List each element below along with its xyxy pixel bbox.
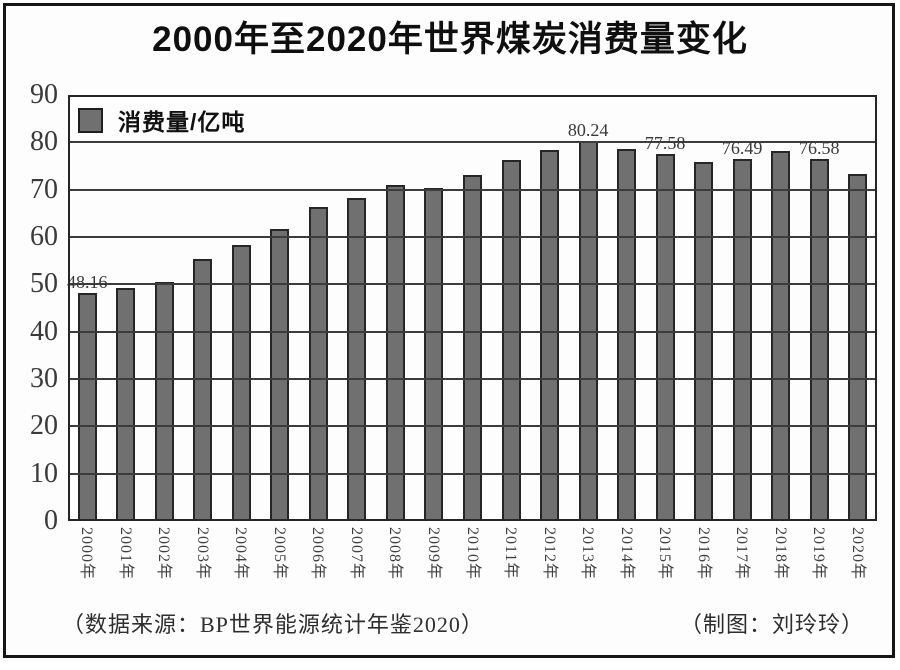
x-tick-label-2013年: 2013年: [579, 527, 597, 581]
bar-2001年: [116, 287, 136, 521]
bar-2002年: [154, 282, 174, 521]
y-tick-label-50: 50: [30, 268, 58, 300]
x-tick-label-2001年: 2001年: [116, 527, 134, 581]
y-tick-label-20: 20: [30, 410, 58, 442]
plot-area: 消费量/亿吨 48.16 80.24 77.58 76.49 76.58: [67, 95, 877, 521]
gridline-60: [68, 236, 877, 238]
bar-2017年: [732, 158, 752, 521]
x-tick-label-2017年: 2017年: [733, 527, 751, 581]
x-tick-label-2006年: 2006年: [309, 527, 327, 581]
x-tick-label-2000年: 2000年: [78, 527, 96, 581]
y-tick-label-30: 30: [30, 363, 58, 394]
bar-2006年: [308, 207, 328, 521]
gridline-80: [68, 141, 877, 144]
x-tick-label-2004年: 2004年: [232, 527, 250, 581]
bar-value-label-2017年: 76.49: [721, 137, 763, 158]
y-tick-label-70: 70: [30, 173, 58, 205]
bar-2019年: [809, 158, 829, 521]
bar-value-label-2015年: 77.58: [644, 132, 686, 153]
x-tick-label-2003年: 2003年: [193, 527, 211, 581]
y-tick-label-0: 0: [44, 505, 58, 536]
gridline-30: [68, 378, 877, 380]
legend: 消费量/亿吨: [78, 103, 245, 137]
x-tick-label-2011年: 2011年: [502, 527, 520, 580]
x-tick-label-2012年: 2012年: [540, 527, 558, 581]
bar-2005年: [270, 229, 290, 521]
bar-2008年: [385, 184, 405, 521]
bar-value-label-2000年: 48.16: [67, 272, 108, 293]
bar-2007年: [347, 198, 367, 521]
y-tick-label-10: 10: [30, 457, 58, 489]
y-tick-label-40: 40: [30, 315, 58, 347]
bar-2015年: [655, 153, 675, 521]
x-tick-label-2009年: 2009年: [424, 527, 442, 581]
bar-2014年: [617, 149, 637, 521]
x-tick-label-2007年: 2007年: [347, 527, 365, 581]
source-note: （数据来源：BP世界能源统计年鉴2020）: [62, 612, 484, 637]
gridline-50: [68, 283, 877, 286]
bar-2004年: [231, 244, 251, 521]
bar-2003年: [193, 258, 213, 521]
x-tick-label-2005年: 2005年: [270, 527, 288, 581]
gridline-40: [68, 330, 877, 333]
gridline-20: [68, 425, 877, 428]
bar-2010年: [463, 174, 482, 521]
bar-2016年: [694, 161, 714, 521]
x-tick-label-2020年: 2020年: [848, 527, 866, 581]
y-tick-label-60: 60: [30, 221, 58, 252]
credit-note: （制图：刘玲玲）: [679, 612, 864, 637]
bar-2018年: [771, 151, 791, 521]
bar-2012年: [540, 150, 560, 521]
x-tick-label-2018年: 2018年: [771, 527, 789, 581]
bar-2020年: [848, 173, 868, 521]
x-tick-label-2016年: 2016年: [694, 527, 712, 581]
legend-swatch-icon: [78, 107, 103, 133]
legend-label: 消费量/亿吨: [118, 109, 246, 135]
x-tick-label-2010年: 2010年: [463, 527, 481, 581]
bar-2000年: [77, 293, 97, 521]
gridline-70: [68, 188, 877, 191]
gridline-10: [68, 472, 877, 475]
x-tick-label-2002年: 2002年: [155, 527, 173, 581]
bar-value-label-2019年: 76.58: [798, 137, 840, 158]
x-tick-label-2014年: 2014年: [617, 527, 635, 581]
x-tick-label-2019年: 2019年: [810, 527, 828, 581]
x-tick-label-2008年: 2008年: [386, 527, 404, 581]
bar-value-label-2013年: 80.24: [567, 120, 609, 141]
chart-title: 2000年至2020年世界煤炭消费量变化: [152, 20, 748, 59]
y-tick-label-90: 90: [30, 79, 58, 110]
x-tick-label-2015年: 2015年: [656, 527, 674, 581]
bar-2011年: [501, 159, 521, 521]
y-tick-label-80: 80: [30, 126, 58, 158]
